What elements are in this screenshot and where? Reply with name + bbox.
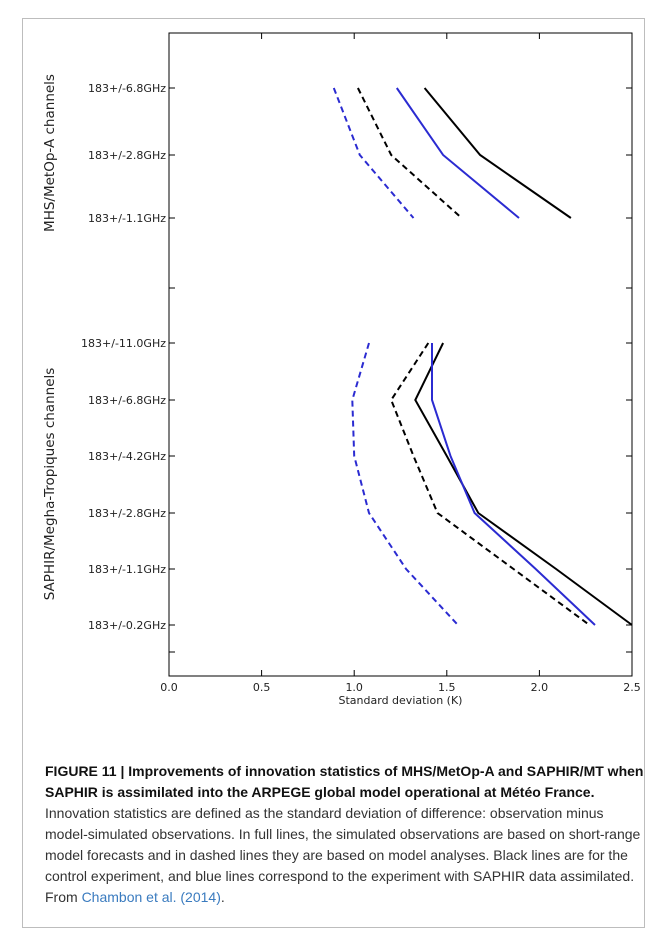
analysis-series-line <box>357 87 463 219</box>
x-tick-label: 2.0 <box>531 681 549 694</box>
forecast-series-line <box>431 343 596 626</box>
x-tick-label: 1.0 <box>345 681 363 694</box>
analysis-series-line <box>351 342 459 626</box>
caption-body: Innovation statistics are defined as the… <box>45 805 641 905</box>
channel-label: 183+/-6.8GHz <box>88 394 166 407</box>
channel-group-label: SAPHIR/Megha-Tropiques channels <box>42 368 58 601</box>
channel-label: 183+/-11.0GHz <box>81 337 166 350</box>
forecast-series-line <box>414 342 633 626</box>
caption-end: . <box>220 889 225 905</box>
analysis-series-line <box>390 342 590 626</box>
channel-label: 183+/-0.2GHz <box>88 619 166 632</box>
caption-reference-link[interactable]: Chambon et al. (2014) <box>81 889 221 905</box>
x-tick-label: 2.5 <box>623 681 641 694</box>
channel-label: 183+/-1.1GHz <box>88 563 166 576</box>
channel-group-label: MHS/MetOp-A channels <box>42 74 58 232</box>
channel-label: 183+/-6.8GHz <box>88 82 166 95</box>
channel-label: 183+/-2.8GHz <box>88 149 166 162</box>
x-tick-label: 1.5 <box>438 681 456 694</box>
figure-frame: 0.0 0.5 1.0 1.5 2.0 2.5 Standard deviation (K)… <box>22 18 645 928</box>
channel-label: 183+/-2.8GHz <box>88 507 166 520</box>
x-axis-label: Standard deviation (K) <box>339 694 463 707</box>
line-chart: 0.0 0.5 1.0 1.5 2.0 2.5 Standard deviation (K)… <box>42 32 641 707</box>
channel-label: 183+/-1.1GHz <box>88 212 166 225</box>
forecast-series-line <box>395 87 520 219</box>
analysis-series-line <box>332 87 415 219</box>
figure-caption: FIGURE 11 | Improvements of innovation s… <box>45 761 645 908</box>
caption-title: FIGURE 11 | Improvements of innovation s… <box>45 763 644 800</box>
forecast-series-line <box>423 87 572 219</box>
channel-label: 183+/-4.2GHz <box>88 450 166 463</box>
plot-area-border <box>168 32 633 677</box>
x-tick-label: 0.0 <box>160 681 178 694</box>
x-tick-label: 0.5 <box>253 681 271 694</box>
